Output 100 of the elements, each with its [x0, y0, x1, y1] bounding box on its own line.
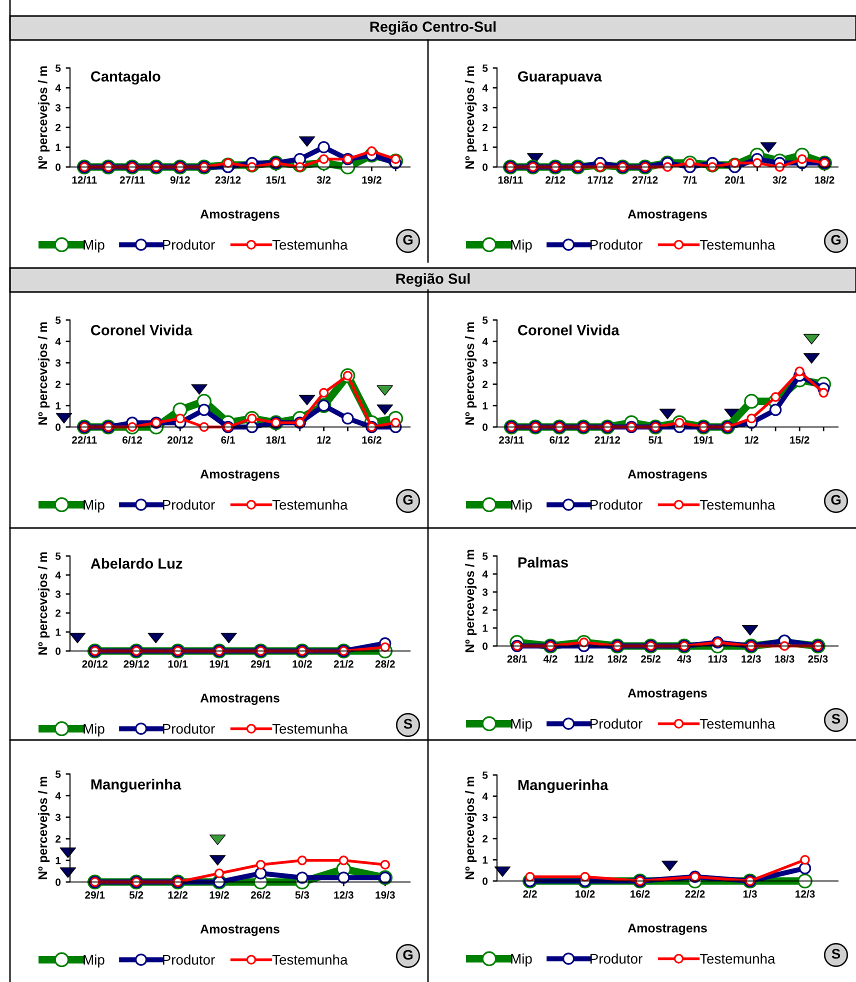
chart-title: Guarapuava — [518, 71, 602, 84]
y-tick-label: 0 — [482, 878, 488, 885]
y-tick-label: 5 — [56, 552, 61, 560]
x-tick-label: 5/3 — [295, 891, 310, 899]
point — [175, 414, 186, 424]
text: G — [831, 494, 841, 505]
point — [199, 422, 209, 432]
x-tick-label: 6/12 — [122, 436, 142, 444]
x-tick-label: 2/2 — [523, 890, 537, 898]
y-tick-label: 2 — [482, 606, 488, 614]
point — [318, 388, 329, 398]
x-tick-label: 10/2 — [576, 890, 595, 898]
x-tick-label: 4/2 — [543, 655, 558, 663]
y-tick-label: 3 — [55, 359, 61, 367]
y-tick-label: 5 — [482, 316, 488, 324]
y-tick-label: 3 — [55, 814, 61, 822]
point — [214, 868, 224, 878]
y-tick-label: 2 — [56, 835, 61, 843]
text: S — [404, 718, 412, 729]
legend-label: Testemunha — [272, 500, 348, 510]
x-tick-label: 19/1 — [694, 436, 714, 444]
point — [254, 867, 267, 880]
x-tick-label: 18/1 — [266, 436, 286, 444]
x-tick-label: 20/12 — [82, 660, 108, 668]
point — [774, 162, 785, 172]
x-tick-label: 11/3 — [708, 655, 728, 663]
point — [318, 141, 330, 154]
x-tick-label: 22/11 — [72, 436, 97, 444]
x-tick-label: 26/2 — [250, 891, 270, 899]
x-tick-label: 20/1 — [725, 176, 745, 184]
y-tick-label: 5 — [56, 770, 61, 778]
legend-label: Produtor — [163, 954, 215, 965]
y-tick-label: 5 — [482, 772, 488, 779]
y-axis-title: Nº percevejos / m — [464, 66, 477, 169]
y-tick-label: 4 — [482, 792, 488, 800]
y-tick-label: 1 — [56, 628, 61, 636]
x-tick-label: 18/2 — [608, 655, 628, 663]
legend-label: Produtor — [590, 500, 642, 510]
x-tick-label: 19/2 — [210, 891, 229, 899]
x-tick-label: 3/2 — [772, 176, 786, 184]
chart-title: Manguerinha — [91, 778, 182, 793]
legend-label: Produtor — [163, 500, 215, 510]
point — [794, 366, 804, 376]
legend-label: Mip — [84, 724, 104, 736]
x-tick-label: 3/2 — [316, 176, 331, 184]
y-axis-title: Nº percevejos / m — [464, 776, 477, 880]
legend-label: Produtor — [590, 954, 642, 964]
x-tick-label: 5/2 — [129, 891, 144, 899]
x-tick-label: 20/12 — [167, 436, 193, 444]
y-tick-label: 0 — [56, 164, 61, 171]
x-tick-label: 10/2 — [292, 660, 312, 668]
x-tick-label: 21/2 — [334, 660, 354, 668]
x-tick-label: 4/3 — [677, 655, 692, 663]
point — [380, 860, 390, 870]
y-tick-label: 4 — [482, 570, 488, 578]
y-tick-label: 0 — [56, 878, 61, 886]
y-tick-label: 3 — [482, 588, 488, 596]
legend-label: Testemunha — [700, 718, 776, 729]
x-tick-label: 11/2 — [574, 655, 594, 663]
y-tick-label: 1 — [482, 856, 488, 864]
legend-label: Mip — [84, 500, 104, 512]
x-tick-label: 2/12 — [546, 176, 566, 184]
x-tick-label: 18/11 — [498, 176, 523, 184]
y-tick-label: 1 — [56, 144, 61, 151]
text: G — [403, 234, 413, 245]
x-tick-label: 12/2 — [168, 891, 188, 899]
x-tick-label: 16/2 — [630, 890, 650, 898]
x-tick-label: 28/2 — [375, 660, 395, 668]
x-tick-label: 23/12 — [215, 176, 241, 184]
legend-label: Testemunha — [700, 500, 776, 510]
point — [198, 404, 210, 416]
x-tick-label: 12/3 — [796, 890, 815, 898]
x-tick-label: 9/12 — [170, 176, 190, 184]
y-tick-label: 5 — [482, 552, 488, 560]
y-tick-label: 3 — [55, 104, 61, 112]
legend-label: Testemunha — [700, 240, 776, 250]
point — [769, 404, 782, 416]
point — [296, 872, 308, 884]
point — [800, 854, 810, 865]
x-tick-label: 23/11 — [499, 436, 524, 444]
x-tick-label: 16/2 — [362, 436, 382, 444]
legend-label: Mip — [511, 240, 532, 252]
point — [746, 414, 756, 424]
x-tick-label: 18/2 — [815, 176, 834, 184]
x-tick-label: 15/1 — [266, 176, 286, 184]
legend-label: Testemunha — [272, 724, 348, 734]
x-tick-label: 15/2 — [790, 436, 810, 444]
x-tick-label: 17/12 — [588, 176, 613, 184]
point — [338, 856, 349, 866]
x-axis-title: Amostragens — [200, 924, 280, 936]
x-tick-label: 12/3 — [334, 891, 354, 899]
chart-title: Coronel Vivida — [518, 324, 620, 336]
x-tick-label: 12/11 — [72, 176, 97, 184]
x-tick-label: 21/12 — [594, 436, 620, 444]
legend-label: Mip — [84, 954, 104, 968]
point — [342, 412, 354, 425]
y-tick-label: 3 — [55, 590, 61, 598]
text: Região Centro-Sul — [370, 21, 496, 35]
y-tick-label: 3 — [482, 104, 488, 112]
legend-label: Produtor — [590, 718, 642, 729]
